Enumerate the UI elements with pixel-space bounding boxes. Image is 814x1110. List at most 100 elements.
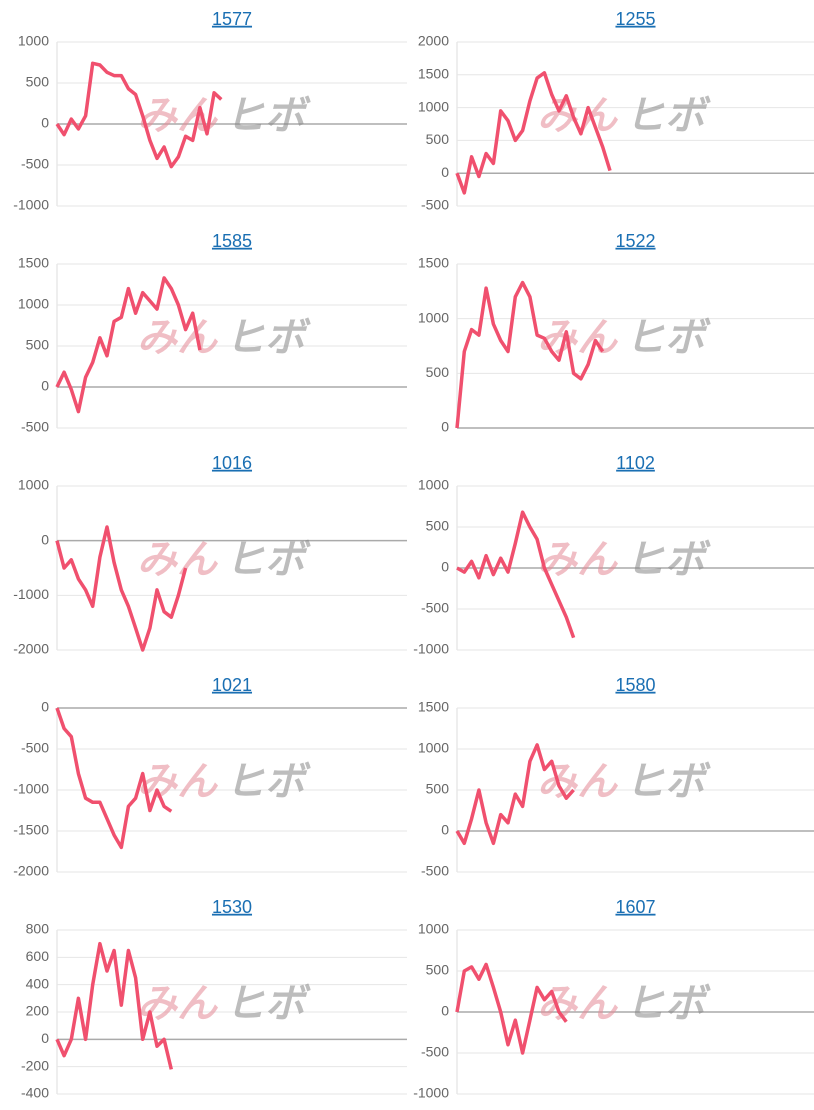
y-tick-label: 2000 — [418, 33, 449, 49]
watermark-part: ヒボ — [225, 94, 311, 138]
watermark-part: ヒボ — [625, 760, 711, 804]
y-tick-label: 1500 — [18, 255, 49, 271]
y-tick-label: -1000 — [413, 641, 449, 657]
y-tick-label: 1000 — [418, 477, 449, 493]
y-tick-label: 1000 — [418, 921, 449, 937]
data-line — [55, 941, 174, 1070]
y-tick-label: 500 — [426, 518, 450, 534]
watermark: みん ヒボ — [137, 538, 311, 582]
chart-panel: 1580 -500 0 500 1000 1500 みん ヒボ — [418, 675, 814, 879]
chart-title[interactable]: 1522 — [615, 231, 655, 251]
y-tick-label: 400 — [26, 975, 50, 991]
y-tick-label: 0 — [441, 1003, 449, 1019]
watermark: みん ヒボ — [537, 316, 711, 360]
watermark-part: みん — [537, 316, 619, 360]
y-tick-label: -500 — [421, 600, 449, 616]
y-tick-label: 500 — [426, 781, 450, 797]
watermark-part: みん — [137, 760, 219, 804]
watermark: みん ヒボ — [537, 538, 711, 582]
data-line — [55, 276, 202, 414]
y-tick-label: -500 — [421, 1044, 449, 1060]
y-tick-label: 200 — [26, 1003, 50, 1019]
chart-panel: 1530 -400 -200 0 200 400 600 800 みん ヒボ — [21, 897, 407, 1101]
watermark-part: ヒボ — [625, 982, 711, 1026]
chart-title[interactable]: 1580 — [615, 675, 655, 695]
y-tick-label: 0 — [441, 559, 449, 575]
y-tick-label: 0 — [41, 378, 49, 394]
chart-title[interactable]: 1607 — [615, 897, 655, 917]
y-tick-label: 1000 — [18, 296, 49, 312]
data-line — [455, 962, 568, 1055]
y-tick-label: -2000 — [13, 641, 49, 657]
watermark-part: ヒボ — [625, 316, 711, 360]
y-tick-label: 1500 — [418, 66, 449, 82]
y-tick-label: 0 — [441, 164, 449, 180]
watermark-part: ヒボ — [225, 316, 311, 360]
y-tick-label: -400 — [21, 1085, 49, 1101]
y-tick-label: 0 — [441, 419, 449, 435]
y-tick-label: 0 — [41, 531, 49, 547]
y-tick-label: 1000 — [418, 740, 449, 756]
watermark: みん ヒボ — [137, 316, 311, 360]
data-line — [456, 510, 576, 639]
watermark-part: ヒボ — [625, 538, 711, 582]
watermark-part: みん — [537, 982, 619, 1026]
chart-title[interactable]: 1585 — [212, 231, 252, 251]
y-tick-label: 500 — [26, 337, 50, 353]
data-line — [455, 71, 612, 195]
y-tick-label: 500 — [426, 364, 450, 380]
watermark-part: ヒボ — [225, 538, 311, 582]
y-tick-label: 500 — [26, 74, 50, 90]
y-tick-label: 500 — [426, 962, 450, 978]
y-tick-label: -500 — [421, 863, 449, 879]
y-tick-label: 1500 — [418, 255, 449, 271]
watermark: みん ヒボ — [137, 982, 311, 1026]
chart-panel: 1021 -2000 -1500 -1000 -500 0 みん ヒボ — [13, 675, 407, 879]
watermark-part: みん — [137, 316, 219, 360]
data-line — [455, 280, 605, 429]
watermark-part: みん — [137, 538, 219, 582]
chart-title[interactable]: 1016 — [212, 453, 252, 473]
chart-title[interactable]: 1021 — [212, 675, 252, 695]
y-tick-label: 1500 — [418, 699, 449, 715]
y-tick-label: -500 — [21, 419, 49, 435]
watermark-part: みん — [537, 760, 619, 804]
data-line — [55, 707, 173, 850]
y-tick-label: 1000 — [418, 309, 449, 325]
y-tick-label: 1000 — [418, 98, 449, 114]
y-tick-label: 0 — [441, 822, 449, 838]
chart-title[interactable]: 1102 — [616, 453, 655, 473]
watermark-part: ヒボ — [225, 760, 311, 804]
y-tick-label: -200 — [21, 1057, 49, 1073]
watermark: みん ヒボ — [537, 982, 711, 1026]
y-tick-label: 0 — [41, 699, 49, 715]
chart-panel: 1585 -500 0 500 1000 1500 みん ヒボ — [18, 231, 407, 435]
watermark: みん ヒボ — [137, 760, 311, 804]
watermark-part: みん — [537, 538, 619, 582]
data-line — [55, 61, 223, 169]
watermark-part: ヒボ — [225, 982, 311, 1026]
y-tick-label: 0 — [41, 1030, 49, 1046]
watermark: みん ヒボ — [537, 760, 711, 804]
chart-panel: 1577 -1000 -500 0 500 1000 みん ヒボ — [13, 9, 407, 213]
chart-title[interactable]: 1530 — [212, 897, 252, 917]
chart-title[interactable]: 1577 — [212, 9, 252, 29]
data-line — [455, 743, 575, 846]
data-line — [55, 525, 188, 652]
chart-title[interactable]: 1255 — [615, 9, 655, 29]
y-tick-label: 0 — [41, 115, 49, 131]
y-tick-label: -500 — [421, 197, 449, 213]
y-tick-label: 600 — [26, 948, 50, 964]
y-tick-label: -1000 — [13, 781, 49, 797]
y-tick-label: 1000 — [18, 33, 49, 49]
chart-panel: 1607 -1000 -500 0 500 1000 みん ヒボ — [413, 897, 814, 1101]
y-tick-label: -1000 — [13, 197, 49, 213]
y-tick-label: -1000 — [13, 586, 49, 602]
chart-panel: 1102 -1000 -500 0 500 1000 みん ヒボ — [413, 453, 814, 657]
y-tick-label: -1500 — [13, 822, 49, 838]
y-tick-label: 500 — [426, 131, 450, 147]
watermark: みん ヒボ — [137, 94, 311, 138]
chart-panel: 1522 0 500 1000 1500 みん ヒボ — [418, 231, 814, 435]
